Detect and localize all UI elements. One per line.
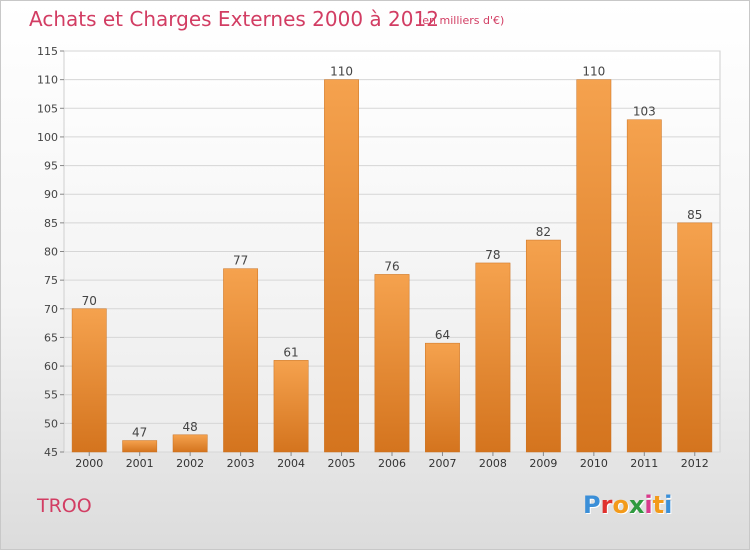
data-label: 47 xyxy=(132,426,147,440)
data-label: 64 xyxy=(435,328,450,342)
x-tick-label: 2011 xyxy=(630,457,658,470)
logo-letter: t xyxy=(652,491,665,519)
bar-2010 xyxy=(576,79,612,453)
bar-2002 xyxy=(172,434,208,453)
data-label: 77 xyxy=(233,254,248,268)
bar-2008 xyxy=(475,262,511,453)
data-label: 76 xyxy=(384,259,399,273)
y-tick-label: 60 xyxy=(44,360,58,373)
y-tick-label: 80 xyxy=(44,246,58,259)
x-tick-label: 2006 xyxy=(378,457,406,470)
data-label: 85 xyxy=(687,208,702,222)
y-tick-label: 115 xyxy=(37,45,58,58)
y-axis-ticks: 45 50 55 60 65 70 75 80 85 90 95 100 105 110 115 xyxy=(37,45,64,459)
data-label: 78 xyxy=(485,248,500,262)
data-label: 103 xyxy=(633,105,656,119)
bar-2007 xyxy=(425,342,460,453)
x-tick-label: 2004 xyxy=(277,457,305,470)
x-tick-label: 2007 xyxy=(428,457,456,470)
city-name: TROO xyxy=(37,495,92,517)
x-tick-label: 2009 xyxy=(529,457,557,470)
bar-2006 xyxy=(374,274,410,453)
logo-letter: x xyxy=(628,491,645,519)
x-tick-label: 2002 xyxy=(176,457,204,470)
x-tick-label: 2005 xyxy=(328,457,356,470)
y-tick-label: 45 xyxy=(44,446,58,459)
chart-subtitle: (en milliers d'€) xyxy=(418,14,505,27)
x-tick-label: 2012 xyxy=(681,457,709,470)
x-tick-label: 2010 xyxy=(580,457,608,470)
logo-letter: r xyxy=(600,491,613,519)
y-tick-label: 75 xyxy=(44,274,58,287)
logo-letter: i xyxy=(644,491,653,519)
logo-letter: P xyxy=(583,491,601,519)
y-tick-label: 105 xyxy=(37,102,58,115)
y-tick-label: 90 xyxy=(44,188,58,201)
data-label: 110 xyxy=(582,65,605,79)
y-tick-label: 85 xyxy=(44,217,58,230)
data-label: 82 xyxy=(536,225,551,239)
y-tick-label: 65 xyxy=(44,331,58,344)
data-label: 70 xyxy=(82,294,97,308)
bar-2001 xyxy=(122,440,158,453)
logo-letter: i xyxy=(664,491,673,519)
x-tick-label: 2003 xyxy=(227,457,255,470)
logo-letter: o xyxy=(612,491,629,519)
y-tick-label: 100 xyxy=(37,131,58,144)
bar-2012 xyxy=(677,222,713,453)
y-tick-label: 95 xyxy=(44,160,58,173)
proxiti-logo: Proxiti xyxy=(583,491,672,519)
bar-2004 xyxy=(273,360,309,453)
y-tick-label: 50 xyxy=(44,417,58,430)
data-label: 110 xyxy=(330,65,353,79)
data-labels: 70 47 48 77 61 110 76 64 78 82 110 103 85 xyxy=(82,65,703,440)
chart-title: Achats et Charges Externes 2000 à 2012 xyxy=(29,7,439,31)
bar-2011 xyxy=(626,119,662,453)
bar-2005 xyxy=(324,79,359,453)
data-label: 61 xyxy=(283,345,298,359)
bar-2003 xyxy=(223,268,259,453)
bars xyxy=(71,79,713,453)
bar-2000 xyxy=(71,308,107,453)
x-axis-ticks: 2000 2001 2002 2003 2004 2005 2006 2007 2008 2009… xyxy=(75,452,709,470)
data-label: 48 xyxy=(183,420,198,434)
x-tick-label: 2001 xyxy=(126,457,154,470)
x-tick-label: 2008 xyxy=(479,457,507,470)
y-tick-label: 110 xyxy=(37,74,58,87)
y-tick-label: 70 xyxy=(44,303,58,316)
y-tick-label: 55 xyxy=(44,389,58,402)
bar-2009 xyxy=(525,239,561,453)
x-tick-label: 2000 xyxy=(75,457,103,470)
